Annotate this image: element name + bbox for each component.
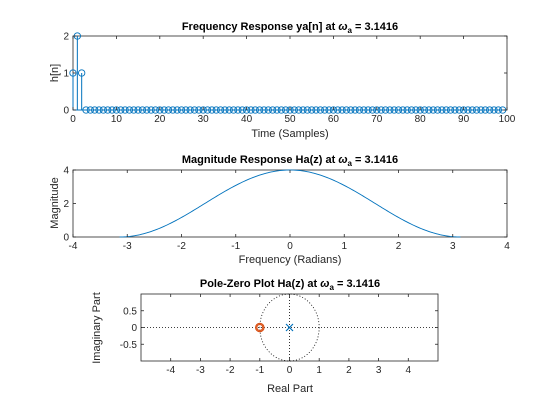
x-tick-label: -3 — [196, 365, 205, 376]
x-tick-label: 0 — [287, 365, 293, 376]
pole-zero-plot-title: Pole-Zero Plot Ha(z) at ωa = 3.1416 — [200, 278, 380, 292]
x-tick-label: -3 — [123, 241, 132, 252]
x-tick-label: 4 — [504, 241, 510, 252]
stem-plot-marks — [69, 32, 507, 114]
y-tick-label: 0 — [63, 106, 69, 117]
x-tick-label: -4 — [69, 241, 78, 252]
x-tick-label: 1 — [316, 365, 322, 376]
stem-plot-axes: 0 10 20 30 40 50 60 70 80 90 100 0 1 2 Frequency Resp… — [49, 21, 516, 140]
x-tick-label: -4 — [166, 365, 175, 376]
x-tick-label: 1 — [341, 241, 347, 252]
y-tick-label: 2 — [63, 199, 69, 210]
magnitude-plot-ylabel: Magnitude — [49, 177, 61, 228]
stem-plot-xlabel: Time (Samples) — [251, 128, 328, 140]
zero-marker — [256, 323, 264, 332]
x-tick-label: 40 — [241, 114, 253, 125]
stem-plot-title: Frequency Response ya[n] at ωa = 3.1416 — [182, 21, 398, 35]
x-tick-label: 0 — [287, 241, 293, 252]
y-tick-label: 0 — [63, 233, 69, 244]
magnitude-plot-title: Magnitude Response Ha(z) at ωa = 3.1416 — [182, 154, 398, 168]
pole-marker — [285, 323, 294, 332]
x-tick-label: 100 — [499, 114, 516, 125]
y-tick-label: 4 — [63, 166, 69, 177]
stem-plot-ylabel: h[n] — [49, 64, 61, 82]
pole-zero-plot-ylabel: Imaginary Part — [91, 292, 103, 364]
magnitude-plot-box — [72, 169, 508, 238]
y-tick-label: 2 — [63, 32, 69, 43]
x-tick-label: -1 — [255, 365, 264, 376]
unit-circle — [259, 293, 320, 362]
magnitude-plot-axes: -4 -3 -2 -1 0 1 2 3 4 0 2 4 Magnitude Response Ha(z… — [49, 154, 510, 266]
x-tick-label: 60 — [328, 114, 340, 125]
x-tick-label: 2 — [346, 365, 352, 376]
stem-marker — [78, 69, 86, 77]
x-tick-label: 4 — [406, 365, 412, 376]
y-tick-label: -0.5 — [120, 340, 138, 351]
magnitude-plot-xlabel: Frequency (Radians) — [239, 254, 342, 266]
stem-marker — [69, 69, 77, 77]
y-tick-label: 1 — [63, 69, 69, 80]
x-tick-label: 50 — [284, 114, 296, 125]
pole-zero-plot-xlabel: Real Part — [267, 383, 313, 395]
stem-plot-box — [72, 35, 508, 111]
zero-marker — [254, 322, 265, 333]
x-tick-label: -2 — [226, 365, 235, 376]
x-tick-label: 0 — [70, 114, 76, 125]
x-tick-label: 10 — [111, 114, 123, 125]
pole-zero-plot-axes: -4 -3 -2 -1 0 1 2 3 4 -0.5 0 0.5 Pole-Zero Plot Ha(… — [91, 278, 439, 395]
x-tick-label: -2 — [177, 241, 186, 252]
y-tick-label: 0.5 — [123, 306, 137, 317]
x-tick-label: 80 — [415, 114, 427, 125]
pole-zero-plot-marks — [141, 293, 438, 362]
x-tick-label: 30 — [198, 114, 210, 125]
x-tick-label: 90 — [458, 114, 470, 125]
x-tick-label: 3 — [450, 241, 456, 252]
x-tick-label: 3 — [376, 365, 382, 376]
x-tick-label: 70 — [371, 114, 383, 125]
x-tick-label: 2 — [396, 241, 402, 252]
x-tick-label: -1 — [231, 241, 240, 252]
y-tick-label: 0 — [131, 323, 137, 334]
x-tick-label: 20 — [154, 114, 166, 125]
